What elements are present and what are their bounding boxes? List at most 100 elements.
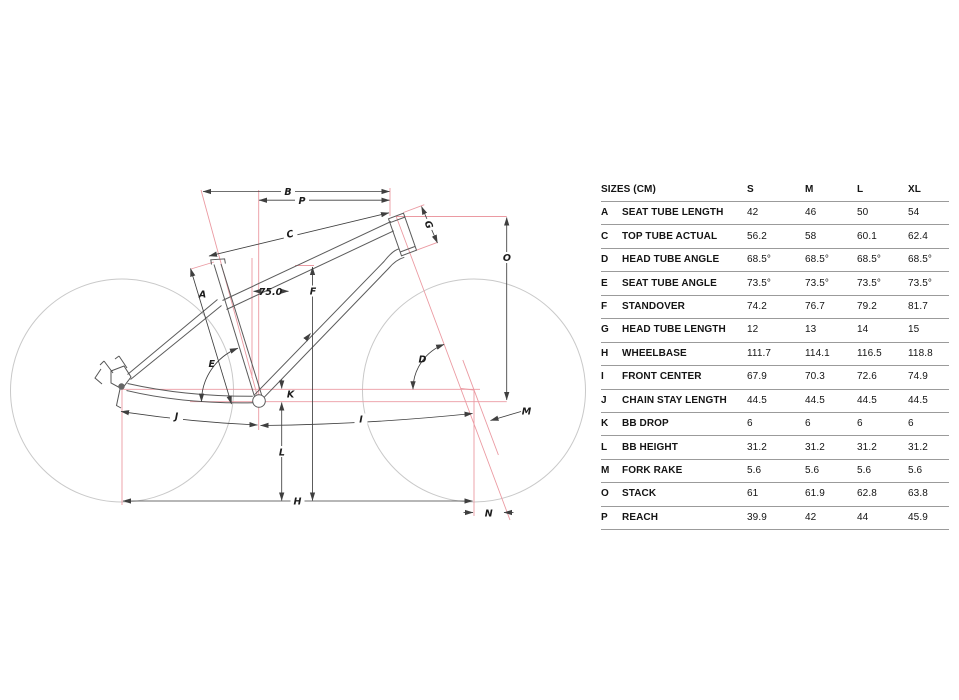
table-row: H WHEELBASE 111.7 114.1 116.5 118.8 [601, 343, 949, 367]
label-P: P [299, 196, 306, 207]
table-row: J CHAIN STAY LENGTH 44.5 44.5 44.5 44.5 [601, 390, 949, 413]
cell-letter: A [601, 207, 609, 219]
cell-name: FRONT CENTER [622, 371, 702, 383]
cell-name: BB DROP [622, 418, 669, 430]
down-tube-upper [254, 248, 400, 396]
cell-s: 74.2 [747, 300, 767, 312]
table-row: F STANDOVER 74.2 76.7 79.2 81.7 [601, 296, 949, 320]
cell-l: 62.8 [857, 488, 877, 500]
cell-m: 58 [805, 230, 817, 242]
dim-M-leader [490, 411, 522, 421]
cell-xl: 45.9 [908, 511, 928, 523]
label-A: A [198, 290, 206, 301]
g-extension-bottom [416, 241, 438, 251]
cell-s: 5.6 [747, 465, 762, 477]
cell-s: 31.2 [747, 441, 767, 453]
fork-offset-line [462, 359, 499, 456]
col-header-xl: XL [908, 184, 921, 195]
cell-letter: J [601, 394, 607, 406]
construction-lines [121, 188, 511, 521]
cell-xl: 68.5° [908, 254, 932, 266]
cell-l: 31.2 [857, 441, 877, 453]
cell-name: SEAT TUBE LENGTH [622, 207, 724, 219]
label-D: D [419, 354, 427, 365]
seat-axis-extension [200, 189, 260, 403]
cell-l: 6 [857, 418, 863, 430]
cell-m: 114.1 [805, 347, 830, 359]
chain-stay-lower [126, 390, 254, 404]
cell-l: 60.1 [857, 230, 877, 242]
table-row: E SEAT TUBE ANGLE 73.5° 73.5° 73.5° 73.5° [601, 272, 949, 296]
cell-l: 68.5° [857, 254, 881, 266]
cell-s: 67.9 [747, 371, 767, 383]
dim-A [190, 268, 232, 405]
cell-name: HEAD TUBE LENGTH [622, 324, 726, 336]
cell-m: 61.9 [805, 488, 825, 500]
bottom-bracket [252, 394, 266, 408]
seat-stay-upper [127, 299, 218, 375]
a-extension [190, 261, 215, 270]
table-row: A SEAT TUBE LENGTH 42 46 50 54 [601, 202, 949, 226]
cell-m: 6 [805, 418, 811, 430]
cell-letter: P [601, 511, 608, 523]
cell-letter: F [601, 300, 608, 312]
label-backgrounds [170, 186, 513, 518]
col-header-m: M [805, 184, 814, 195]
cell-letter: K [601, 418, 609, 430]
dim-C [208, 212, 390, 257]
seat-collar [210, 258, 226, 265]
cell-letter: H [601, 347, 609, 359]
label-C: C [286, 229, 295, 241]
table-row: O STACK 61 61.9 62.8 63.8 [601, 483, 949, 507]
cell-letter: M [601, 465, 610, 477]
table-body: A SEAT TUBE LENGTH 42 46 50 54 C TOP TUBE ACTUA… [601, 202, 949, 531]
table-row: G HEAD TUBE LENGTH 12 13 14 15 [601, 319, 949, 343]
table-row: C TOP TUBE ACTUAL 56.2 58 60.1 62.4 [601, 225, 949, 249]
cell-xl: 62.4 [908, 230, 928, 242]
cell-s: 39.9 [747, 511, 767, 523]
cell-letter: C [601, 230, 609, 242]
cell-m: 44.5 [805, 394, 825, 406]
cell-xl: 5.6 [908, 465, 923, 477]
wheel-circles [10, 278, 586, 503]
geometry-table: SIZES (CM) S M L XL A SEAT TUBE LENGTH 42 4… [601, 179, 949, 531]
deco-arrow [303, 333, 311, 342]
cell-name: BB HEIGHT [622, 441, 678, 453]
cell-s: 61 [747, 488, 759, 500]
rear-dropout [94, 355, 132, 409]
cell-name: HEAD TUBE ANGLE [622, 254, 720, 266]
label-E: E [208, 359, 215, 370]
cell-xl: 44.5 [908, 394, 928, 406]
col-header-l: L [857, 184, 864, 195]
cell-name: REACH [622, 511, 659, 523]
cell-xl: 15 [908, 324, 920, 336]
cell-name: CHAIN STAY LENGTH [622, 394, 727, 406]
cell-l: 79.2 [857, 300, 877, 312]
cell-xl: 118.8 [908, 347, 933, 359]
g-extension-top [403, 204, 425, 213]
label-seat-offset: 75.0 [259, 287, 283, 298]
cell-s: 42 [747, 207, 759, 219]
cell-m: 46 [805, 207, 817, 219]
dimension-labels: B P C A 75.0 F G O E D K M J I L H N [173, 187, 532, 519]
cell-l: 14 [857, 324, 869, 336]
label-M: M [522, 406, 532, 417]
label-O: O [503, 253, 511, 264]
cell-l: 5.6 [857, 465, 872, 477]
down-tube-lower [259, 256, 405, 402]
cell-name: STANDOVER [622, 300, 685, 312]
label-G: G [422, 219, 435, 230]
cell-s: 111.7 [747, 347, 772, 359]
cell-s: 12 [747, 324, 759, 336]
dim-J [120, 410, 258, 428]
cell-xl: 54 [908, 207, 920, 219]
table-row: K BB DROP 6 6 6 6 [601, 413, 949, 437]
cell-m: 68.5° [805, 254, 829, 266]
cell-xl: 73.5° [908, 277, 932, 289]
label-N: N [485, 508, 493, 519]
label-K: K [287, 389, 295, 400]
cell-s: 6 [747, 418, 753, 430]
cell-xl: 63.8 [908, 488, 928, 500]
seat-tube-right [220, 263, 263, 396]
